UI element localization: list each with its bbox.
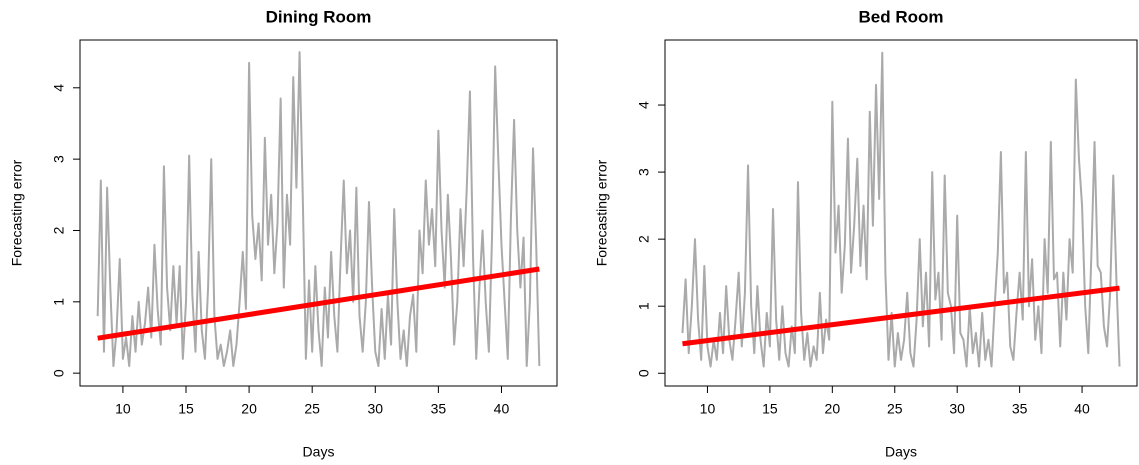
y-tick-label: 4 (51, 84, 67, 92)
y-tick-label: 1 (636, 302, 652, 310)
series-line (682, 285, 1120, 347)
x-tick-label: 30 (367, 401, 383, 417)
x-tick-label: 25 (887, 401, 903, 417)
x-tick-label: 10 (115, 401, 131, 417)
x-tick-label: 20 (825, 401, 841, 417)
x-tick-label: 35 (431, 401, 447, 417)
series-line (681, 51, 1121, 368)
y-tick-label: 2 (636, 235, 652, 243)
plot-frame (79, 39, 558, 387)
y-tick-label: 2 (51, 226, 67, 234)
x-tick-label: 40 (494, 401, 510, 417)
y-tick-label: 0 (636, 369, 652, 377)
plot-frame (664, 39, 1138, 387)
x-tick-label: 30 (949, 401, 965, 417)
y-tick-label: 3 (636, 168, 652, 176)
x-tick-label: 35 (1012, 401, 1028, 417)
y-tick-label: 0 (51, 369, 67, 377)
chart-title: Bed Room (859, 7, 944, 26)
x-axis-label: Days (885, 444, 917, 460)
x-tick-label: 20 (241, 401, 257, 417)
y-axis-label: Forecasting error (594, 159, 610, 266)
series-line (96, 51, 541, 368)
x-tick-label: 40 (1074, 401, 1090, 417)
y-axis-label: Forecasting error (9, 159, 25, 266)
chart-title: Dining Room (266, 7, 372, 26)
series-line (97, 266, 540, 341)
y-tick-label: 4 (636, 101, 652, 109)
y-tick-label: 3 (51, 155, 67, 163)
y-tick-label: 1 (51, 298, 67, 306)
x-tick-label: 25 (304, 401, 320, 417)
x-tick-label: 15 (762, 401, 778, 417)
x-axis-label: Days (303, 444, 335, 460)
x-tick-label: 10 (700, 401, 716, 417)
x-tick-label: 15 (178, 401, 194, 417)
